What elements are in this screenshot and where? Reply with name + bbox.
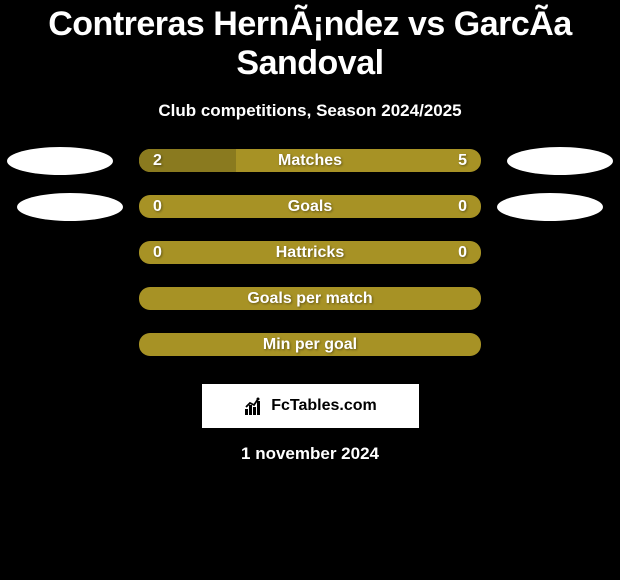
stat-label: Goals bbox=[139, 198, 481, 216]
main-container: Contreras HernÃ¡ndez vs GarcÃ­a Sandoval… bbox=[0, 0, 620, 464]
stat-bar: 0 Hattricks 0 bbox=[139, 241, 481, 264]
stat-right-value: 0 bbox=[458, 198, 467, 216]
logo-inner: FcTables.com bbox=[243, 397, 377, 415]
player-marker-right bbox=[497, 193, 603, 221]
page-title: Contreras HernÃ¡ndez vs GarcÃ­a Sandoval bbox=[0, 5, 620, 83]
stat-right-value: 5 bbox=[458, 152, 467, 170]
player-marker-right bbox=[507, 147, 613, 175]
stat-right-value: 0 bbox=[458, 244, 467, 262]
stat-row-goals: 0 Goals 0 bbox=[0, 195, 620, 218]
stat-row-matches: 2 Matches 5 bbox=[0, 149, 620, 172]
stat-label: Hattricks bbox=[139, 244, 481, 262]
stat-row-gpm: Goals per match bbox=[0, 287, 620, 310]
stat-bar: 0 Goals 0 bbox=[139, 195, 481, 218]
stat-row-hattricks: 0 Hattricks 0 bbox=[0, 241, 620, 264]
stat-bar: 2 Matches 5 bbox=[139, 149, 481, 172]
logo-text: FcTables.com bbox=[271, 397, 377, 415]
stat-row-mpg: Min per goal bbox=[0, 333, 620, 356]
date-text: 1 november 2024 bbox=[241, 444, 379, 464]
subtitle: Club competitions, Season 2024/2025 bbox=[158, 101, 461, 121]
stat-bar: Min per goal bbox=[139, 333, 481, 356]
stat-bar: Goals per match bbox=[139, 287, 481, 310]
stat-label: Min per goal bbox=[139, 336, 481, 354]
player-marker-left bbox=[7, 147, 113, 175]
player-marker-left bbox=[17, 193, 123, 221]
chart-icon bbox=[243, 397, 265, 415]
logo-box[interactable]: FcTables.com bbox=[202, 384, 419, 428]
stat-label: Matches bbox=[139, 152, 481, 170]
stat-label: Goals per match bbox=[139, 290, 481, 308]
